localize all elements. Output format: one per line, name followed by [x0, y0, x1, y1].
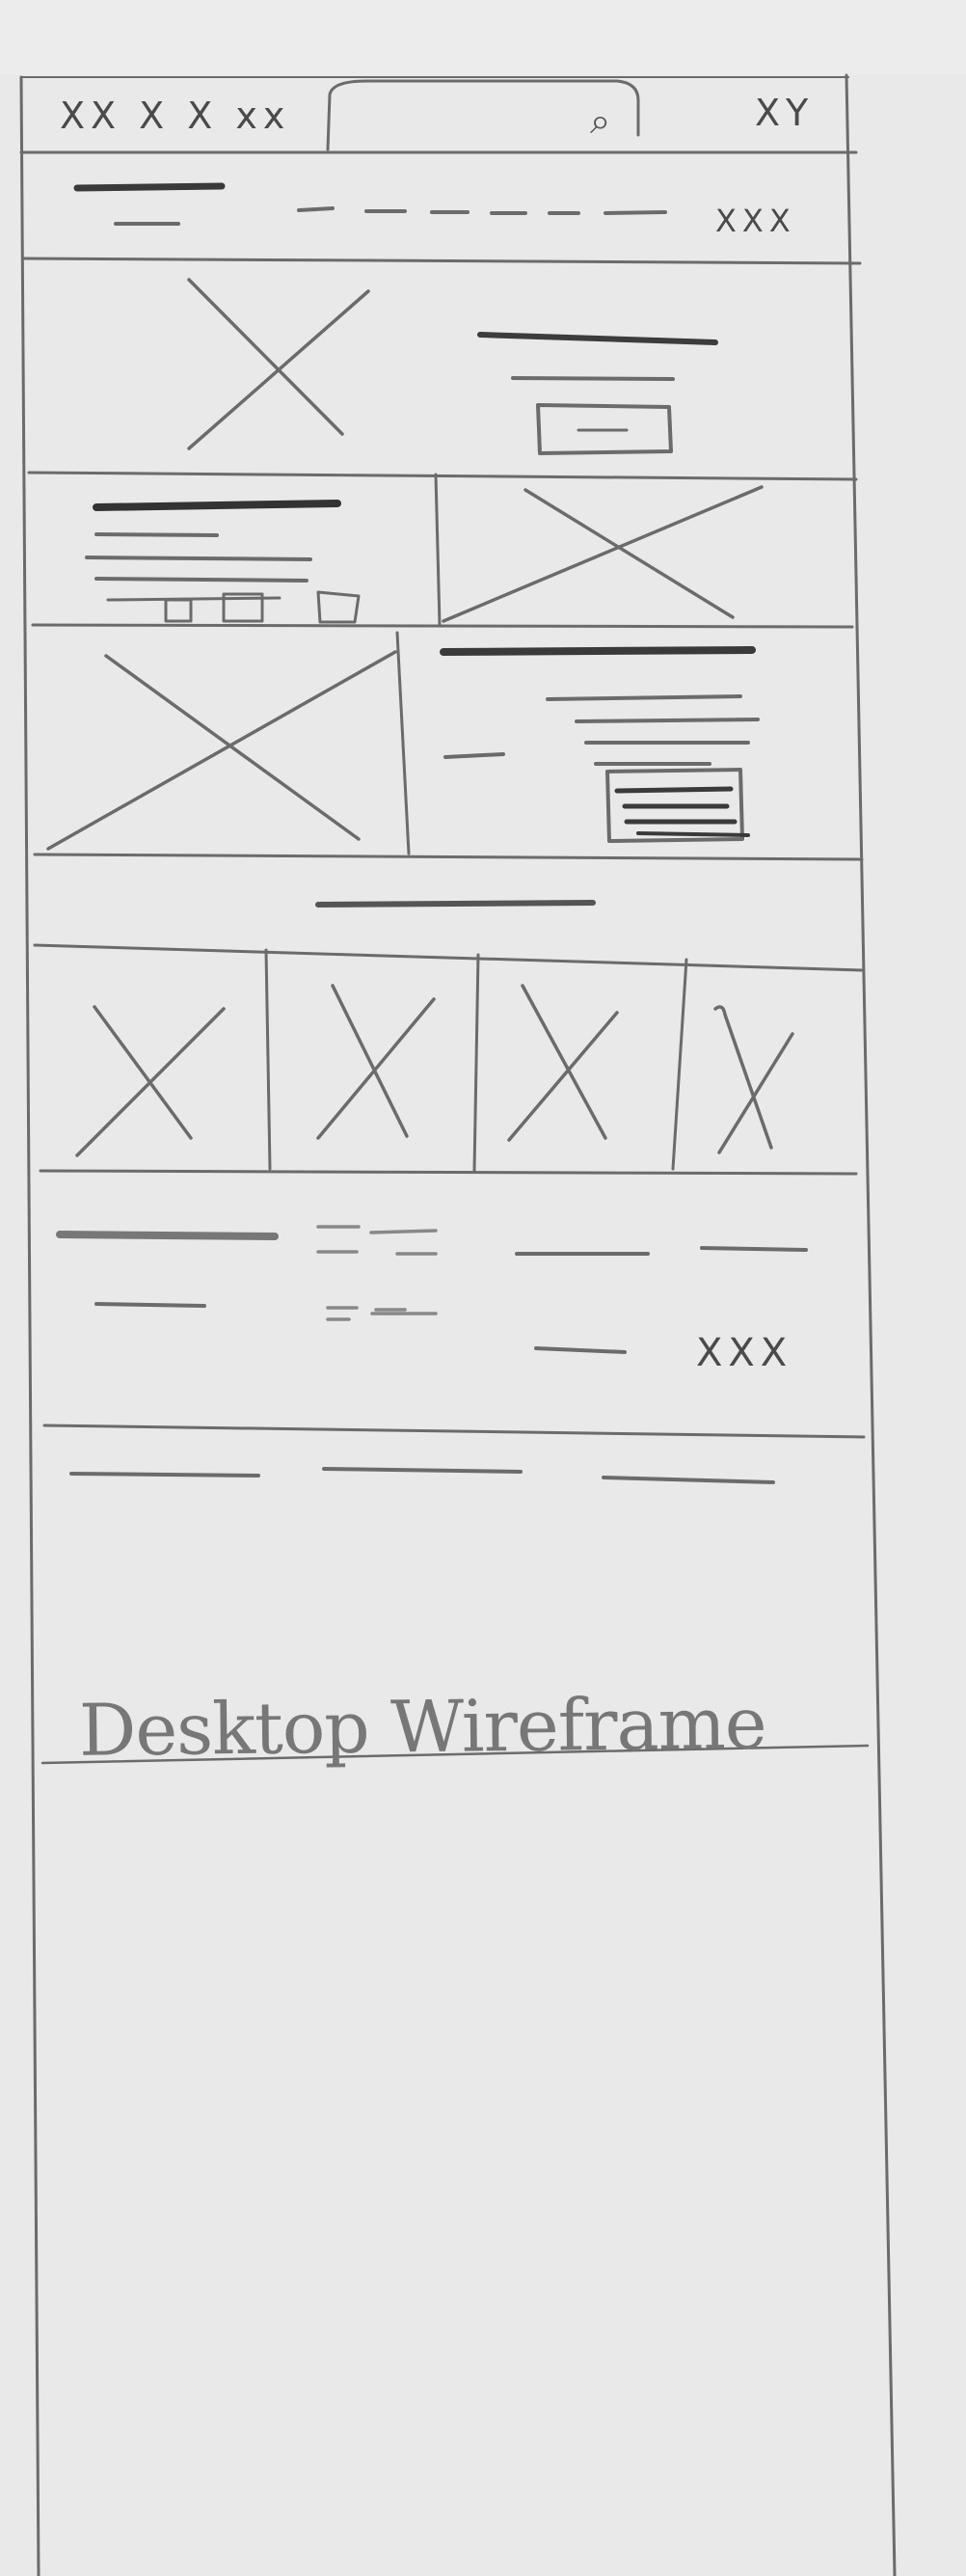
feature2-image-placeholder-b: [104, 654, 361, 841]
hero-image-placeholder-b: [187, 289, 370, 450]
hero-section: [27, 278, 858, 481]
search-icon[interactable]: ⌕: [590, 99, 611, 142]
footer-info: [42, 1225, 866, 1439]
footer-links: [40, 1467, 870, 1765]
browser-bar: [19, 79, 858, 154]
hero-cta-button: [536, 403, 673, 455]
paper-background: [0, 0, 966, 75]
caption: Desktop Wireframe: [78, 1682, 766, 1773]
feature-row-2: [33, 631, 864, 861]
feature2-image-placeholder-a: [46, 650, 397, 851]
section-heading: [33, 900, 864, 972]
frame-right-edge: [845, 73, 897, 2576]
frame-left-edge: [19, 75, 40, 2576]
feature1-image-placeholder-a: [442, 485, 764, 623]
header-right-marks: XXX: [715, 203, 796, 239]
gallery-row: [39, 948, 858, 1176]
feature2-cta-button: [605, 768, 744, 843]
hero-image-placeholder-a: [187, 278, 344, 436]
footer-info-right-marks: XXX: [696, 1331, 793, 1375]
topbar-right-marks: XY: [755, 92, 815, 134]
topbar-left-marks: XX X X xx: [60, 95, 291, 137]
feature-row-1: [31, 473, 854, 629]
site-header: [21, 182, 862, 265]
feature1-image-placeholder-b: [523, 488, 735, 619]
